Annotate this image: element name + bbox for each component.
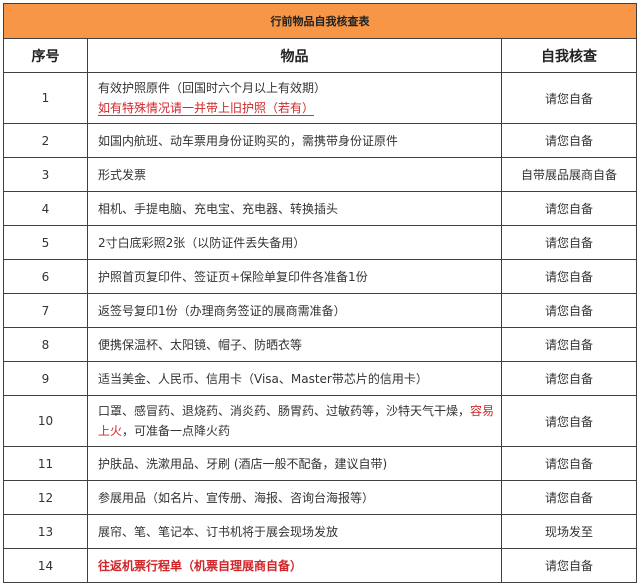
table-row: 10 口罩、感冒药、退烧药、消炎药、肠胃药、过敏药等，沙特天气干燥，容易上火，可… xyxy=(3,395,638,447)
item-text: 有效护照原件（回国时六个月以上有效期） xyxy=(98,81,327,95)
item-note: 如有特殊情况请一并带上旧护照（若有） xyxy=(98,101,315,116)
table-row: 3 形式发票 自带展品展商自备 xyxy=(3,157,638,192)
row-num: 1 xyxy=(3,72,88,124)
header-item: 物品 xyxy=(87,38,502,73)
row-item: 参展用品（如名片、宣传册、海报、咨询台海报等） xyxy=(87,480,502,515)
table-row: 1 有效护照原件（回国时六个月以上有效期） 如有特殊情况请一并带上旧护照（若有） … xyxy=(3,72,638,124)
header-check: 自我核查 xyxy=(500,38,638,73)
row-item: 如国内航班、动车票用身份证购买的，需携带身份证原件 xyxy=(87,123,502,158)
header-num: 序号 xyxy=(3,38,88,73)
row-num: 3 xyxy=(3,157,88,192)
row-check: 请您自备 xyxy=(500,191,638,226)
row-item: 适当美金、人民币、信用卡（Visa、Master带芯片的信用卡） xyxy=(87,361,502,396)
item-tail-text: ，可准备一点降火药 xyxy=(122,424,231,438)
row-item: 返签号复印1份（办理商务签证的展商需准备） xyxy=(87,293,502,328)
row-num: 13 xyxy=(3,514,88,549)
row-item: 口罩、感冒药、退烧药、消炎药、肠胃药、过敏药等，沙特天气干燥，容易上火，可准备一… xyxy=(87,395,502,447)
row-num: 7 xyxy=(3,293,88,328)
row-check: 请您自备 xyxy=(500,361,638,396)
row-check: 请您自备 xyxy=(500,225,638,260)
table-title: 行前物品自我核查表 xyxy=(2,3,638,39)
row-check: 请您自备 xyxy=(500,548,638,583)
row-check: 自带展品展商自备 xyxy=(500,157,638,192)
row-num: 5 xyxy=(3,225,88,260)
row-check: 请您自备 xyxy=(500,293,638,328)
table-row: 12 参展用品（如名片、宣传册、海报、咨询台海报等） 请您自备 xyxy=(3,480,638,515)
checklist-table: 行前物品自我核查表 序号 物品 自我核查 1 有效护照原件（回国时六个月以上有效… xyxy=(2,3,638,583)
row-check: 请您自备 xyxy=(500,259,638,294)
row-item: 有效护照原件（回国时六个月以上有效期） 如有特殊情况请一并带上旧护照（若有） xyxy=(87,72,502,124)
row-num: 14 xyxy=(3,548,88,583)
row-num: 10 xyxy=(3,395,88,447)
row-num: 11 xyxy=(3,446,88,481)
row-check: 请您自备 xyxy=(500,480,638,515)
row-check: 请您自备 xyxy=(500,395,638,447)
row-num: 2 xyxy=(3,123,88,158)
table-row: 13 展帘、笔、笔记本、订书机将于展会现场发放 现场发至 xyxy=(3,514,638,549)
row-check: 请您自备 xyxy=(500,446,638,481)
row-num: 8 xyxy=(3,327,88,362)
row-num: 12 xyxy=(3,480,88,515)
table-row: 11 护肤品、洗漱用品、牙刷 (酒店一般不配备，建议自带) 请您自备 xyxy=(3,446,638,481)
table-row: 8 便携保温杯、太阳镜、帽子、防晒衣等 请您自备 xyxy=(3,327,638,362)
table-row: 9 适当美金、人民币、信用卡（Visa、Master带芯片的信用卡） 请您自备 xyxy=(3,361,638,396)
row-num: 6 xyxy=(3,259,88,294)
table-row: 2 如国内航班、动车票用身份证购买的，需携带身份证原件 请您自备 xyxy=(3,123,638,158)
table-row: 14 往返机票行程单（机票自理展商自备） 请您自备 xyxy=(3,548,638,583)
row-check: 现场发至 xyxy=(500,514,638,549)
item-red-text: 容易上火 xyxy=(98,404,495,438)
row-check: 请您自备 xyxy=(500,327,638,362)
row-item: 便携保温杯、太阳镜、帽子、防晒衣等 xyxy=(87,327,502,362)
table-row: 6 护照首页复印件、签证页+保险单复印件各准备1份 请您自备 xyxy=(3,259,638,294)
table-row: 7 返签号复印1份（办理商务签证的展商需准备） 请您自备 xyxy=(3,293,638,328)
row-item: 往返机票行程单（机票自理展商自备） xyxy=(87,548,502,583)
item-text: 口罩、感冒药、退烧药、消炎药、肠胃药、过敏药等，沙特天气干燥， xyxy=(98,404,471,418)
table-row: 4 相机、手提电脑、充电宝、充电器、转换插头 请您自备 xyxy=(3,191,638,226)
row-item: 展帘、笔、笔记本、订书机将于展会现场发放 xyxy=(87,514,502,549)
table-row: 5 2寸白底彩照2张（以防证件丢失备用） 请您自备 xyxy=(3,225,638,260)
row-item: 2寸白底彩照2张（以防证件丢失备用） xyxy=(87,225,502,260)
row-item: 相机、手提电脑、充电宝、充电器、转换插头 xyxy=(87,191,502,226)
row-item: 形式发票 xyxy=(87,157,502,192)
row-item: 护照首页复印件、签证页+保险单复印件各准备1份 xyxy=(87,259,502,294)
row-item: 护肤品、洗漱用品、牙刷 (酒店一般不配备，建议自带) xyxy=(87,446,502,481)
row-num: 4 xyxy=(3,191,88,226)
row-check: 请您自备 xyxy=(500,123,638,158)
row-check: 请您自备 xyxy=(500,72,638,124)
row-num: 9 xyxy=(3,361,88,396)
